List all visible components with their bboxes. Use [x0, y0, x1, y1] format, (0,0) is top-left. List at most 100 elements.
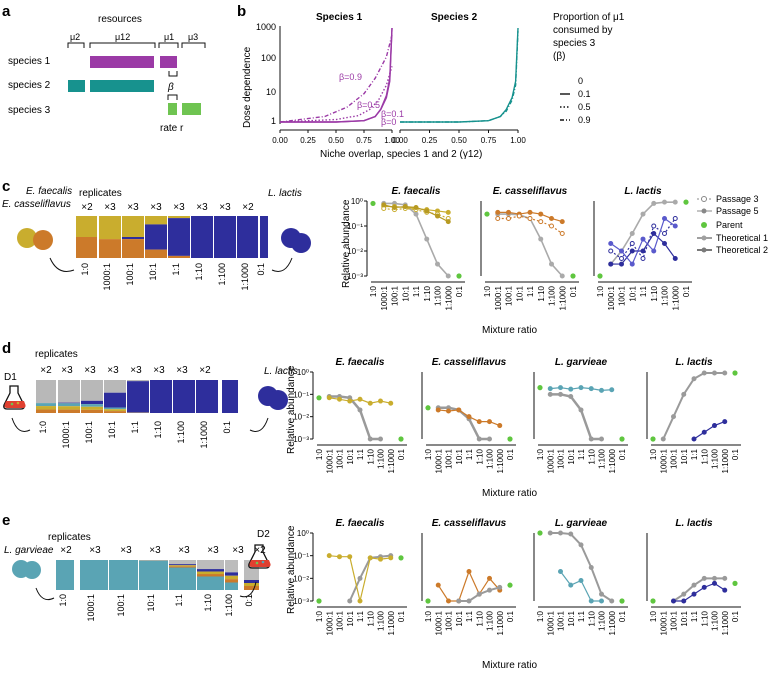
x-tick-label: 1:100 — [661, 285, 670, 306]
passage5b-point — [402, 204, 408, 210]
passage5-point — [609, 387, 615, 393]
theoretical2-point — [640, 211, 646, 217]
replicate-count: ×3 — [130, 365, 142, 376]
panel-b-legend — [560, 93, 570, 121]
x-tick-label: 1:0 — [536, 610, 545, 622]
x-tick-label: 1:0 — [596, 285, 605, 297]
passage5-point — [568, 386, 574, 392]
legend-passage3: Passage 3 — [716, 194, 759, 204]
x-tick-label: 1:1000 — [496, 610, 505, 635]
parent-point — [316, 395, 322, 401]
theoretical2 — [662, 372, 725, 440]
parent-point — [370, 200, 376, 207]
passage5-point — [357, 396, 363, 402]
bar-faecalis — [104, 409, 126, 412]
x-tick-label: 1:100 — [434, 285, 443, 306]
x-tick-label: 1:10 — [700, 448, 709, 464]
subplot-title: E. casseliflavus — [493, 186, 568, 197]
bar-faecalis — [36, 406, 56, 410]
passage5-point — [487, 419, 492, 425]
passage5b-point — [619, 248, 624, 254]
theoretical2-point — [681, 391, 687, 397]
bar-garvieae — [104, 407, 126, 410]
passage5b-point — [381, 202, 387, 208]
passage5-point — [629, 248, 635, 254]
x-tick-label: 1:100 — [486, 448, 495, 469]
ratio-label: 0:1 — [244, 594, 254, 607]
subplot-title: L. garvieae — [555, 357, 608, 368]
parent-point — [456, 273, 462, 279]
passage3-point — [640, 256, 646, 262]
bar-lactis — [196, 380, 218, 413]
e-ylabel: Relative abundance — [286, 525, 297, 614]
passage5-point — [445, 209, 451, 215]
passage3-point — [672, 215, 678, 221]
c-community-bars — [76, 216, 268, 258]
species2-mu2-bar — [68, 80, 85, 92]
bar-cassel — [99, 239, 121, 258]
bar-garvieae — [139, 560, 168, 590]
c-ylabel: Relative abundance — [341, 199, 352, 288]
c-xlabel: Mixture ratio — [482, 325, 537, 336]
y-tick-label: 10⁻² — [293, 574, 309, 583]
x-tick-label: 0:1 — [682, 285, 691, 297]
theoretical2-point — [662, 199, 667, 205]
x-tick-label: 1:1000 — [608, 448, 617, 473]
replicate-count: ×2 — [40, 365, 52, 376]
y-tick-label: 10⁻³ — [293, 597, 309, 606]
parent-point — [537, 385, 543, 391]
beta09-label: β=0.9 — [339, 72, 362, 82]
x-tick-label: 1:10 — [366, 610, 375, 626]
c-ratio-labels: 1:0 1000:1 100:1 10:1 1:1 1:10 1:100 1:1000 0:1 — [80, 263, 266, 291]
bar-lactis — [214, 216, 236, 258]
theoretical2-point — [588, 436, 594, 442]
parent-point — [570, 273, 576, 279]
x-tick-label: 1:1 — [639, 285, 648, 297]
ratio-label: 1:100 — [176, 421, 186, 444]
beta01-label: β=0.1 — [381, 109, 404, 119]
ratio-label: 1:0 — [38, 421, 48, 434]
d2-label: D2 — [257, 529, 270, 540]
x-tick-label: 1:1 — [356, 448, 365, 460]
lactis-cells-2 — [291, 233, 311, 253]
bar-lactis — [169, 564, 196, 566]
x-tick-label: 1:100 — [486, 610, 495, 631]
replicate-count: ×2 — [242, 202, 254, 213]
ratio-label: 0:1 — [222, 421, 232, 434]
theoretical2 — [348, 554, 391, 602]
flask-d1 — [3, 385, 26, 410]
b-xtick-label: 0.25 — [300, 136, 316, 145]
bar-lactis — [104, 392, 126, 408]
passage5-point — [681, 598, 687, 604]
bar-faecalis — [122, 216, 144, 237]
mu2-label: μ2 — [70, 32, 80, 42]
x-tick-label: 1:1 — [356, 610, 365, 622]
ratio-label: 1:0 — [80, 263, 90, 276]
bar-other — [225, 560, 238, 573]
passage5-point — [722, 419, 728, 425]
passage3-point — [662, 231, 667, 237]
ratio-label: 100:1 — [116, 594, 126, 617]
x-tick-label: 10:1 — [680, 610, 689, 626]
bar-other — [169, 560, 196, 565]
ratio-label: 1000:1 — [102, 263, 112, 291]
replicate-count: ×3 — [84, 365, 96, 376]
passage5-point — [691, 591, 697, 597]
x-tick-label: 10:1 — [401, 285, 410, 301]
mu12-label: μ12 — [115, 32, 130, 42]
parent-point — [597, 273, 603, 279]
ratio-label: 1000:1 — [86, 594, 96, 622]
replicate-count: ×3 — [196, 202, 208, 213]
e-replicates-label: replicates — [48, 532, 91, 543]
x-tick-label: 1:1 — [690, 610, 699, 622]
rate-label: rate r — [160, 123, 184, 134]
passage5-point — [722, 587, 728, 593]
bar-gap — [258, 216, 260, 258]
bar-lactis — [145, 224, 167, 250]
replicate-count: ×3 — [61, 365, 73, 376]
replicate-count: ×3 — [120, 545, 132, 556]
x-tick-label: 10:1 — [628, 285, 637, 301]
ratio-label: 10:1 — [148, 263, 158, 281]
theoretical2 — [550, 393, 602, 441]
